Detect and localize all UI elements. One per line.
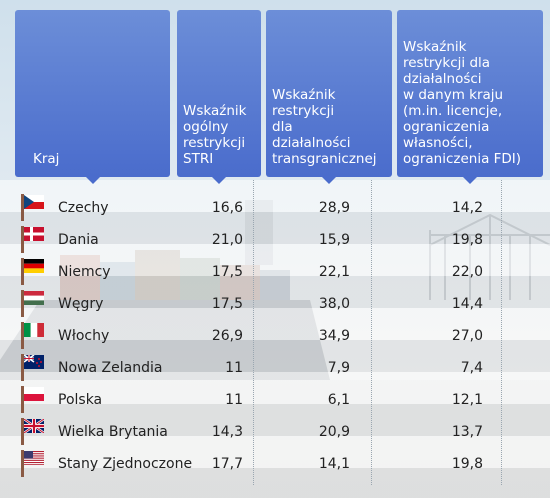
country-name: Czechy bbox=[58, 200, 109, 216]
header-text-line: w danym kraju bbox=[403, 87, 504, 103]
denmark-flag-icon bbox=[21, 226, 45, 254]
cross-border-value: 38,0 bbox=[318, 296, 350, 312]
table-row: Wielka Brytania 14,3 20,9 13,7 bbox=[0, 416, 550, 448]
header-text-line: restrykcji bbox=[272, 103, 335, 119]
column-divider bbox=[371, 180, 372, 485]
column-divider bbox=[253, 180, 254, 485]
stri-value: 17,5 bbox=[211, 296, 243, 312]
header-text-line: restrykcji bbox=[183, 135, 246, 151]
header-text-line: ogólny bbox=[183, 119, 229, 135]
header-text-line: Wskaźnik bbox=[183, 103, 247, 119]
domestic-value: 19,8 bbox=[451, 232, 483, 248]
header-text-line: dla bbox=[272, 119, 293, 135]
domestic-value: 12,1 bbox=[451, 392, 483, 408]
header-text-line: ograniczenia FDI) bbox=[403, 151, 522, 167]
cross-border-value: 34,9 bbox=[318, 328, 350, 344]
header-text-line: działalności bbox=[272, 135, 351, 151]
header-text-line: własności, bbox=[403, 135, 473, 151]
country-name: Dania bbox=[58, 232, 99, 248]
header-text-line: transgranicznej bbox=[272, 151, 377, 167]
header-text-line: Wskaźnik bbox=[272, 87, 336, 103]
country-name: Polska bbox=[58, 392, 103, 408]
table-row: Niemcy 17,5 22,1 22,0 bbox=[0, 256, 550, 288]
header-text-line: Wskaźnik bbox=[403, 39, 467, 55]
stri-value: 11 bbox=[225, 360, 243, 376]
czech-flag-icon bbox=[21, 194, 45, 222]
stri-value: 26,9 bbox=[211, 328, 243, 344]
cross-border-value: 20,9 bbox=[318, 424, 350, 440]
header-cross-border: Wskaźnik restrykcji dla działalności transgr… bbox=[266, 10, 392, 184]
germany-flag-icon bbox=[21, 258, 45, 286]
italy-flag-icon bbox=[21, 322, 45, 350]
column-divider bbox=[501, 180, 502, 485]
header-text-line: działalności bbox=[403, 71, 482, 87]
stri-value: 16,6 bbox=[211, 200, 243, 216]
stri-value: 14,3 bbox=[211, 424, 243, 440]
domestic-value: 19,8 bbox=[451, 456, 483, 472]
header-text-line: (m.in. licencje, bbox=[403, 103, 503, 119]
hungary-flag-icon bbox=[21, 290, 45, 318]
domestic-value: 22,0 bbox=[451, 264, 483, 280]
domestic-value: 14,2 bbox=[451, 200, 483, 216]
cross-border-value: 28,9 bbox=[318, 200, 350, 216]
country-name: Niemcy bbox=[58, 264, 111, 280]
cross-border-value: 22,1 bbox=[318, 264, 350, 280]
country-name: Włochy bbox=[58, 328, 110, 344]
header-text-line: Kraj bbox=[33, 151, 60, 167]
table-row: Nowa Zelandia 11 7,9 7,4 bbox=[0, 352, 550, 384]
header-text-line: STRI bbox=[183, 151, 214, 167]
domestic-value: 27,0 bbox=[451, 328, 483, 344]
country-name: Stany Zjednoczone bbox=[58, 456, 193, 472]
header-text-line: restrykcji dla bbox=[403, 55, 491, 71]
row-stripes bbox=[0, 180, 550, 498]
header-text-line: ograniczenia bbox=[403, 119, 490, 135]
domestic-value: 7,4 bbox=[460, 360, 483, 376]
table-row: Węgry 17,5 38,0 14,4 bbox=[0, 288, 550, 320]
country-name: Wielka Brytania bbox=[58, 424, 168, 440]
stri-value: 17,7 bbox=[211, 456, 243, 472]
table-row: Włochy 26,9 34,9 27,0 bbox=[0, 320, 550, 352]
cross-border-value: 14,1 bbox=[318, 456, 350, 472]
country-name: Węgry bbox=[58, 296, 104, 312]
cross-border-value: 6,1 bbox=[327, 392, 350, 408]
stri-value: 21,0 bbox=[211, 232, 243, 248]
new-zealand-flag-icon bbox=[21, 354, 45, 382]
usa-flag-icon bbox=[21, 450, 45, 478]
table-row: Czechy 16,6 28,9 14,2 bbox=[0, 192, 550, 224]
header-domestic: Wskaźnik restrykcji dla działalności w dany… bbox=[397, 10, 543, 184]
cross-border-value: 15,9 bbox=[318, 232, 350, 248]
stri-value: 11 bbox=[225, 392, 243, 408]
domestic-value: 13,7 bbox=[451, 424, 483, 440]
table-row: Dania 21,0 15,9 19,8 bbox=[0, 224, 550, 256]
table-row: Stany Zjednoczone 17,7 14,1 19,8 bbox=[0, 448, 550, 480]
stri-value: 17,5 bbox=[211, 264, 243, 280]
country-name: Nowa Zelandia bbox=[58, 360, 163, 376]
poland-flag-icon bbox=[21, 386, 45, 414]
uk-flag-icon bbox=[21, 418, 45, 446]
header-stri: Wskaźnik ogólny restrykcji STRI bbox=[177, 10, 261, 184]
cross-border-value: 7,9 bbox=[327, 360, 350, 376]
table-row: Polska 11 6,1 12,1 bbox=[0, 384, 550, 416]
header-country: Kraj bbox=[15, 10, 170, 184]
domestic-value: 14,4 bbox=[451, 296, 483, 312]
